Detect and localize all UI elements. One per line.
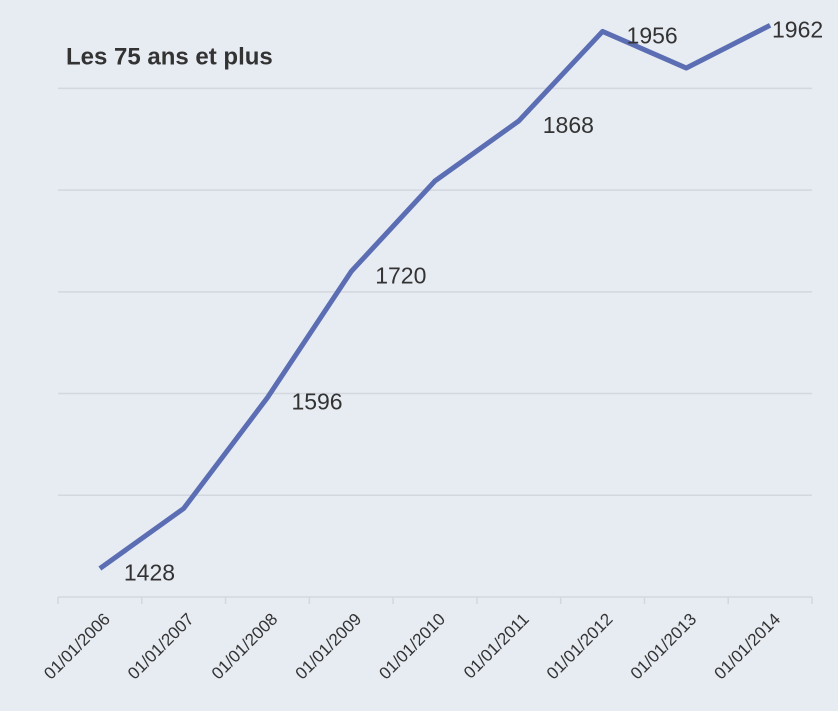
- line-series: [98, 23, 772, 571]
- data-label: 1720: [375, 263, 426, 289]
- data-label: 1962: [772, 16, 823, 42]
- data-label: 1868: [543, 112, 594, 138]
- data-label: 1956: [627, 22, 678, 48]
- data-label: 1428: [124, 560, 175, 586]
- chart-title: Les 75 ans et plus: [66, 43, 273, 70]
- data-label: 1596: [291, 389, 342, 415]
